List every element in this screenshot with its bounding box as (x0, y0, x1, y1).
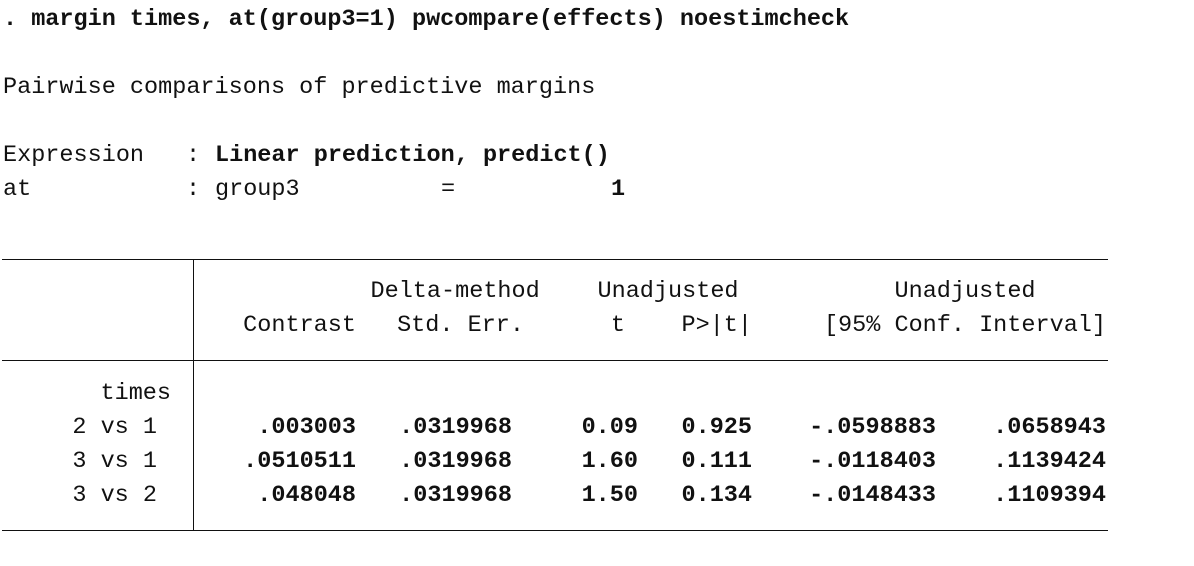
table-rule (2, 360, 1108, 361)
column-group-header: Delta-method (370, 278, 540, 305)
table-cell: .1139424 (993, 448, 1106, 475)
expression-label: Expression (3, 142, 145, 169)
at-operator: = (441, 176, 456, 203)
table-cell: -.0598883 (809, 414, 936, 441)
expression-value: Linear prediction, predict() (215, 142, 610, 169)
table-cell: .0319968 (399, 482, 512, 509)
table-rule (2, 259, 1108, 260)
table-divider (193, 260, 194, 531)
row-label: 3 vs 2 (72, 482, 157, 509)
table-cell: 1.50 (581, 482, 638, 509)
table-cell: 0.111 (681, 448, 752, 475)
separator: : (186, 142, 201, 169)
column-header: Std. Err. (397, 312, 524, 339)
table-cell: 1.60 (581, 448, 638, 475)
row-label: 2 vs 1 (72, 414, 157, 441)
table-cell: 0.925 (681, 414, 752, 441)
at-label: at (3, 176, 32, 203)
table-cell: .0319968 (399, 448, 512, 475)
table-cell: -.0118403 (809, 448, 936, 475)
table-rule (2, 530, 1108, 531)
table-cell: .1109394 (993, 482, 1106, 509)
table-cell: .048048 (257, 482, 356, 509)
row-label: 3 vs 1 (72, 448, 157, 475)
table-cell: .0510511 (243, 448, 356, 475)
at-value: 1 (611, 176, 626, 203)
column-group-header: Unadjusted (894, 278, 1036, 305)
column-header: P>|t| (681, 312, 752, 339)
table-cell: .0319968 (399, 414, 512, 441)
at-variable: group3 (215, 176, 300, 203)
table-cell: -.0148433 (809, 482, 936, 509)
column-group-header: Unadjusted (597, 278, 739, 305)
column-header: Contrast (243, 312, 356, 339)
separator: : (186, 176, 201, 203)
group-label: times (100, 380, 171, 407)
table-cell: 0.09 (581, 414, 638, 441)
table-cell: .003003 (257, 414, 356, 441)
command: . margin times, at(group3=1) pwcompare(e… (3, 6, 850, 33)
table-cell: .0658943 (993, 414, 1106, 441)
column-header: [95% Conf. Interval] (823, 312, 1106, 339)
column-header: t (610, 312, 625, 339)
table-cell: 0.134 (681, 482, 752, 509)
title: Pairwise comparisons of predictive margi… (3, 74, 596, 101)
